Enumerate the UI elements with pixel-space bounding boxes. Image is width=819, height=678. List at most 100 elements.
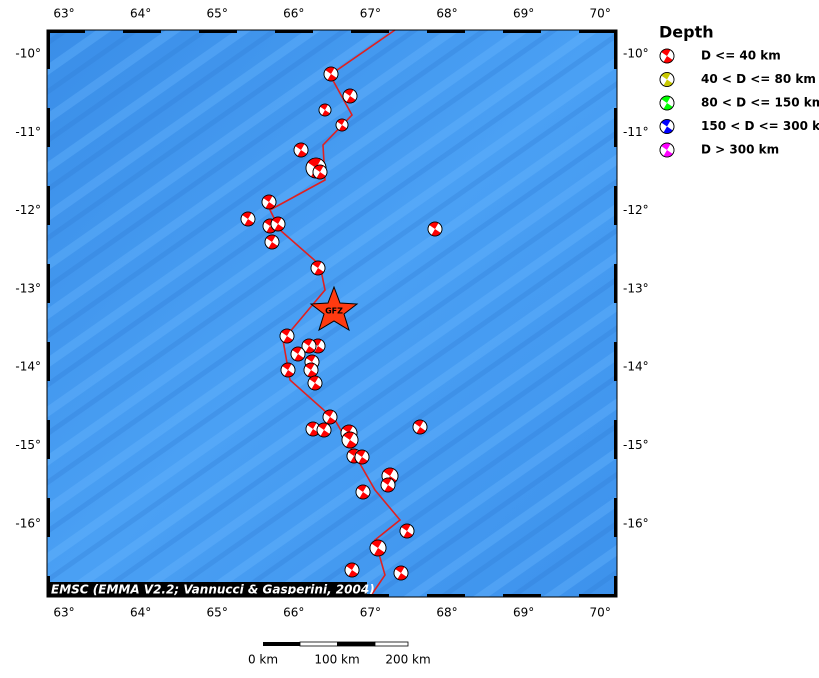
beachball-quadrant [322, 110, 330, 117]
lon-label: 65° [207, 606, 228, 620]
attribution-bg [47, 582, 367, 597]
beachball-rim [354, 449, 370, 465]
lat-label: -12° [623, 203, 649, 217]
legend-label: 150 < D <= 300 km [701, 119, 819, 133]
legend-label: D <= 40 km [701, 49, 781, 63]
beachball-rim [270, 216, 286, 232]
beachball-rim [261, 194, 277, 210]
beachball-quadrant [661, 49, 671, 56]
beachball-quadrant [661, 96, 671, 103]
beachball-quadrant [314, 268, 324, 275]
beachball-rim [307, 375, 323, 391]
beachball [261, 194, 277, 210]
frame-tick [47, 420, 50, 459]
frame-tick [47, 264, 50, 303]
beachball-quadrant [346, 96, 356, 103]
frame-tick [275, 594, 313, 597]
beachball-rim [280, 362, 296, 378]
attribution: EMSC (EMMA V2.2; Vannucci & Gasperini, 2… [51, 583, 375, 597]
beachball [335, 118, 349, 132]
beachball-quadrant [356, 450, 366, 457]
beachball-quadrant [268, 242, 278, 249]
lat-label: -16° [15, 516, 41, 530]
lat-label: -10° [623, 47, 649, 61]
frame-tick [199, 594, 237, 597]
beachball-quadrant [661, 119, 671, 127]
frame-tick [614, 30, 617, 69]
lon-label: 67° [360, 7, 381, 21]
beachball [659, 72, 675, 87]
lat-label: -13° [623, 281, 649, 295]
scale-bar [263, 642, 300, 646]
beachball-quadrant [266, 235, 276, 242]
beachball-quadrant [401, 524, 411, 531]
beachball [318, 103, 332, 117]
beachball-rim [659, 48, 675, 64]
beachball-quadrant [403, 531, 413, 538]
beachball-quadrant [663, 56, 673, 63]
beachball [659, 95, 675, 111]
beachball-quadrant [414, 420, 424, 427]
beachball-quadrant [320, 430, 330, 437]
beachball-quadrant [311, 383, 321, 390]
beachball-quadrant [295, 143, 305, 150]
frame-tick [47, 342, 50, 381]
beachball [270, 216, 286, 232]
beachball [312, 164, 328, 180]
beachball-quadrant [316, 172, 326, 179]
frame-tick [614, 264, 617, 303]
beachball-quadrant [324, 410, 334, 417]
beachball-rim [323, 66, 339, 82]
lat-label: -10° [15, 47, 41, 61]
lon-label: 68° [436, 7, 457, 21]
beachball [659, 48, 675, 64]
beachball-quadrant [294, 354, 304, 361]
legend-title: Depth [659, 23, 714, 42]
frame-tick [47, 30, 85, 33]
beachball-quadrant [309, 376, 319, 383]
beachball-quadrant [305, 363, 315, 370]
beachball-quadrant [344, 89, 354, 96]
frame-tick [47, 576, 50, 597]
beachball-quadrant [663, 150, 673, 157]
beachball-quadrant [357, 485, 367, 492]
beachball-quadrant [371, 540, 382, 548]
frame-tick [614, 186, 617, 225]
frame-tick [503, 594, 541, 597]
frame-tick [199, 30, 237, 33]
legend-label: 40 < D <= 80 km [701, 72, 816, 86]
lat-label: -14° [15, 360, 41, 374]
frame-tick [123, 594, 161, 597]
beachball-quadrant [343, 432, 354, 440]
lat-label: -13° [15, 281, 41, 295]
lat-label: -11° [15, 125, 41, 139]
lon-label: 70° [590, 606, 611, 620]
beachball [310, 260, 326, 276]
beachball-rim [399, 523, 415, 539]
beachball-rim [659, 72, 675, 87]
beachball-rim [335, 118, 349, 132]
beachball-quadrant [242, 212, 252, 219]
beachball [427, 221, 443, 237]
beachball-quadrant [384, 485, 394, 492]
lon-label: 64° [130, 7, 151, 21]
beachball [355, 484, 371, 500]
beachball-rim [310, 260, 326, 276]
beachball-quadrant [272, 217, 282, 224]
beachball-quadrant [281, 329, 291, 336]
lat-label: -12° [15, 203, 41, 217]
beachball-rim [393, 565, 409, 581]
legend-label: D > 300 km [701, 143, 779, 157]
frame-tick [614, 108, 617, 147]
marker-label: GFZ [325, 307, 343, 316]
beachball-quadrant [307, 370, 317, 377]
lat-label: -14° [623, 360, 649, 374]
plate-boundary [268, 29, 402, 598]
beachball-quadrant [663, 79, 673, 87]
frame-tick [351, 30, 389, 33]
beachball-quadrant [359, 492, 369, 499]
beachball-quadrant [263, 195, 273, 202]
beachball-quadrant [429, 222, 439, 229]
beachball-rim [279, 328, 295, 344]
beachball-rim [342, 88, 358, 104]
